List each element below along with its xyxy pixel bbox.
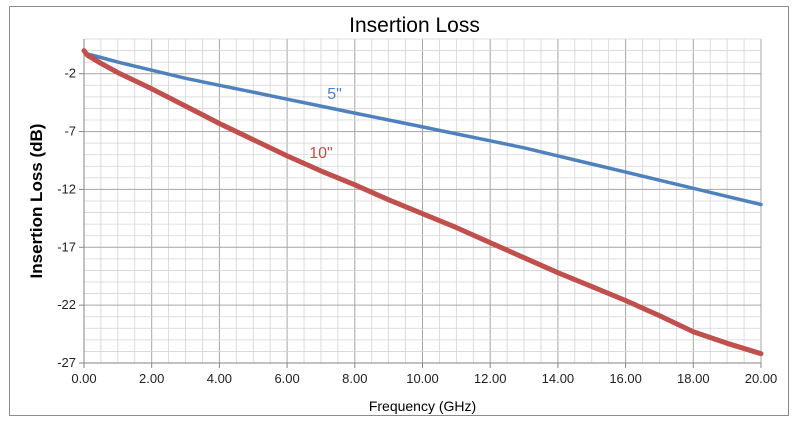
x-tick-label: 8.00 [342, 371, 367, 386]
series-label-10in: 10" [309, 145, 332, 162]
series-label-5in: 5" [327, 86, 342, 103]
y-tick-label: -7 [64, 124, 76, 139]
x-tick-label: 12.00 [474, 371, 507, 386]
y-tick-label: -17 [57, 239, 76, 254]
x-tick-label: 14.00 [542, 371, 575, 386]
chart-frame: 0.00 2.00 4.00 6.00 8.00 10.00 12.00 14.00 16.00… [9, 6, 789, 416]
x-tick-label: 16.00 [609, 371, 642, 386]
y-axis-label: Insertion Loss (dB) [27, 124, 46, 279]
y-tick-label: -22 [57, 297, 76, 312]
x-tick-label: 20.00 [745, 371, 778, 386]
grid [83, 38, 762, 364]
y-tick-label: -27 [57, 355, 76, 370]
series-lines [81, 48, 764, 357]
chart-title: Insertion Loss [349, 14, 480, 37]
y-tick-label: -12 [57, 181, 76, 196]
series-line-5in [82, 48, 763, 207]
insertion-loss-chart: 0.00 2.00 4.00 6.00 8.00 10.00 12.00 14.00 16.00… [27, 14, 777, 414]
x-tick-label: 10.00 [406, 371, 439, 386]
tick-labels: 0.00 2.00 4.00 6.00 8.00 10.00 12.00 14.00 16.00… [57, 66, 777, 386]
x-axis-label: Frequency (GHz) [369, 398, 476, 414]
x-tick-label: 18.00 [677, 371, 710, 386]
x-tick-label: 2.00 [139, 371, 164, 386]
x-tick-label: 6.00 [274, 371, 299, 386]
y-tick-label: -2 [64, 66, 76, 81]
x-tick-label: 0.00 [71, 371, 96, 386]
x-tick-label: 4.00 [207, 371, 232, 386]
series-line-10in [81, 48, 764, 357]
